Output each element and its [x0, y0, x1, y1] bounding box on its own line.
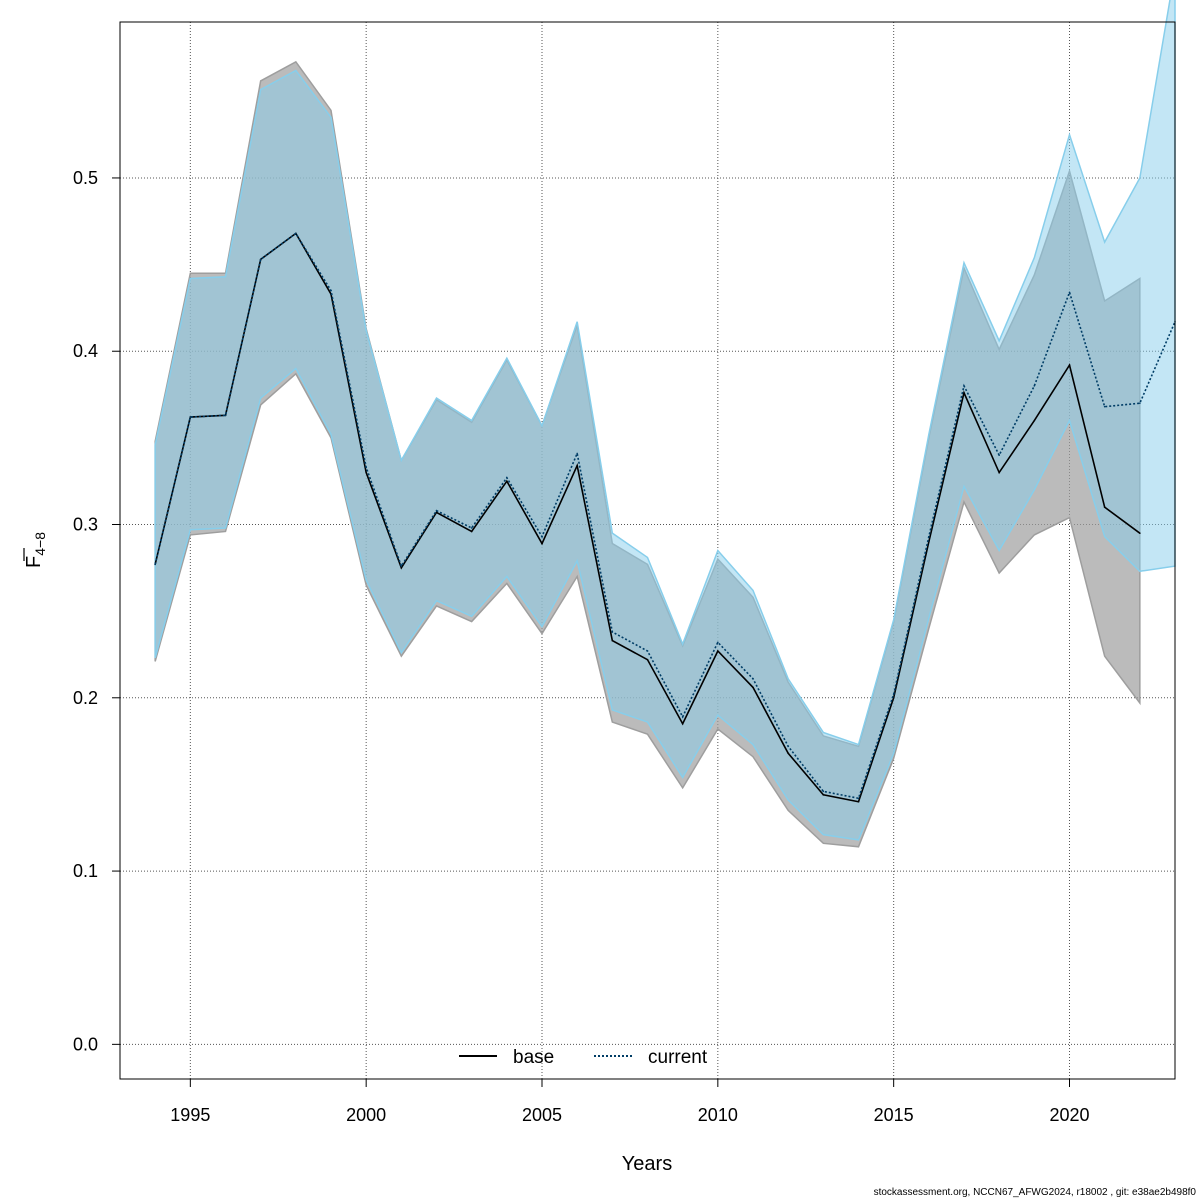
x-axis: 1995 2000 2005 2010 2015 2020 [170, 1079, 1090, 1125]
point-current [857, 797, 860, 800]
x-tick-label: 2015 [874, 1105, 914, 1125]
point-base [1103, 506, 1106, 508]
plot-frame [119, 21, 1176, 1080]
point-current [1033, 385, 1036, 387]
point-current [1068, 291, 1071, 294]
point-current [470, 527, 473, 529]
svg-text:F4−8: F4−8 [23, 532, 48, 568]
point-current [330, 289, 332, 292]
legend-base-label: base [513, 1047, 554, 1068]
point-current [1103, 405, 1106, 408]
point-base [1033, 419, 1036, 422]
point-current [365, 466, 367, 469]
x-axis-title: Years [622, 1153, 672, 1175]
y-tick-label: 0.0 [73, 1034, 98, 1054]
point-current [189, 416, 192, 418]
point-current [1139, 402, 1141, 405]
confidence-bands [154, 0, 1176, 848]
point-base [681, 722, 684, 725]
y-axis-title-sub: 4−8 [32, 532, 48, 556]
point-base [470, 530, 473, 533]
point-current [295, 232, 297, 235]
point-current [681, 716, 684, 718]
x-tick-label: 2020 [1049, 1105, 1089, 1125]
point-current [928, 535, 930, 538]
point-base [1068, 364, 1071, 366]
point-current [259, 258, 262, 261]
point-base [506, 480, 508, 482]
point-base [717, 650, 719, 652]
footer-credit: stockassessment.org, NCCN67_AFWG2024, r1… [873, 1187, 1196, 1198]
series-lines [154, 232, 1176, 803]
y-axis-title: F4−8 [23, 532, 48, 568]
point-base [857, 800, 860, 803]
point-base [963, 392, 965, 394]
point-base [611, 639, 614, 642]
y-tick-label: 0.1 [73, 861, 98, 881]
y-tick-label: 0.3 [73, 515, 98, 535]
point-current [224, 414, 227, 417]
point-base [1139, 532, 1141, 534]
point-current [435, 509, 438, 512]
y-axis-title-main: F [23, 556, 45, 568]
point-current [506, 476, 508, 479]
point-current [787, 745, 789, 748]
x-tick-label: 2005 [522, 1105, 562, 1125]
point-base [576, 464, 578, 467]
point-base [752, 686, 754, 689]
y-axis: 0.0 0.1 0.2 0.3 0.4 0.5 [73, 168, 120, 1054]
x-tick-label: 2000 [346, 1105, 386, 1125]
point-base [787, 752, 789, 755]
point-current [400, 565, 403, 567]
point-current [963, 385, 965, 387]
point-current [998, 454, 1000, 456]
y-tick-label: 0.2 [73, 688, 98, 708]
x-tick-label: 1995 [170, 1105, 210, 1125]
point-current [576, 452, 578, 455]
point-base [822, 794, 825, 796]
legend: base current [459, 1047, 708, 1068]
y-tick-label: 0.5 [73, 168, 98, 188]
point-current [541, 535, 543, 538]
point-base [435, 511, 438, 514]
point-current [717, 641, 719, 644]
band-current [154, 0, 1176, 841]
point-current [154, 563, 156, 566]
point-current [822, 790, 825, 793]
point-base [400, 567, 403, 569]
point-base [646, 658, 649, 661]
point-base [365, 471, 367, 474]
point-base [541, 542, 543, 545]
point-current [892, 693, 895, 696]
x-tick-label: 2010 [698, 1105, 738, 1125]
point-base [998, 471, 1000, 474]
point-current [752, 677, 754, 680]
y-tick-label: 0.4 [73, 341, 98, 361]
legend-current-label: current [648, 1047, 708, 1068]
point-current [611, 631, 614, 633]
point-current [646, 650, 649, 652]
